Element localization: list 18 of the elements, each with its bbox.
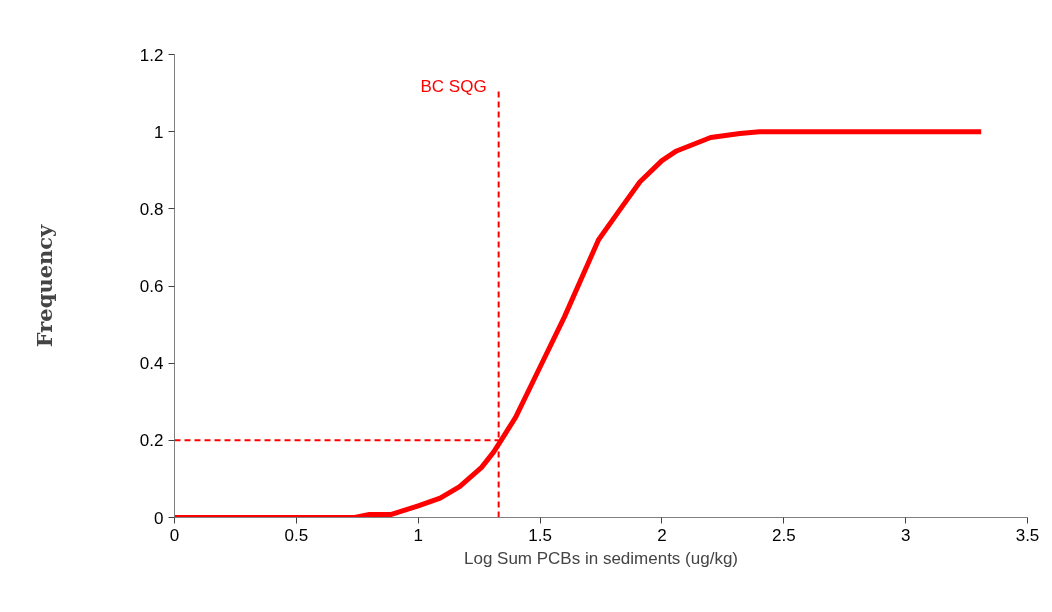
- y-axis-title: Frequency: [31, 223, 57, 348]
- x-tick-label: 2.5: [771, 525, 796, 545]
- x-tick-label: 1.5: [528, 525, 552, 545]
- y-tick-label: 0.2: [139, 431, 164, 451]
- y-tick-label: 1: [154, 122, 164, 142]
- x-tick-label: 2: [657, 525, 667, 545]
- x-tick-label: 0.5: [284, 525, 309, 545]
- x-tick-label: 1: [413, 525, 423, 545]
- y-tick-label: 0.4: [139, 354, 164, 374]
- y-tick-label: 0.8: [139, 199, 164, 219]
- x-tick-label: 3.5: [1015, 525, 1040, 545]
- y-tick-label: 0.6: [139, 277, 164, 296]
- x-axis-title: Log Sum PCBs in sediments (ug/kg): [464, 548, 739, 568]
- x-tick-label: 0: [169, 525, 180, 545]
- x-tick-label: 3: [900, 525, 911, 545]
- ref-line-label: BC SQG: [420, 76, 487, 96]
- y-tick-label: 0: [154, 508, 164, 528]
- y-tick-label: 1.2: [139, 45, 164, 65]
